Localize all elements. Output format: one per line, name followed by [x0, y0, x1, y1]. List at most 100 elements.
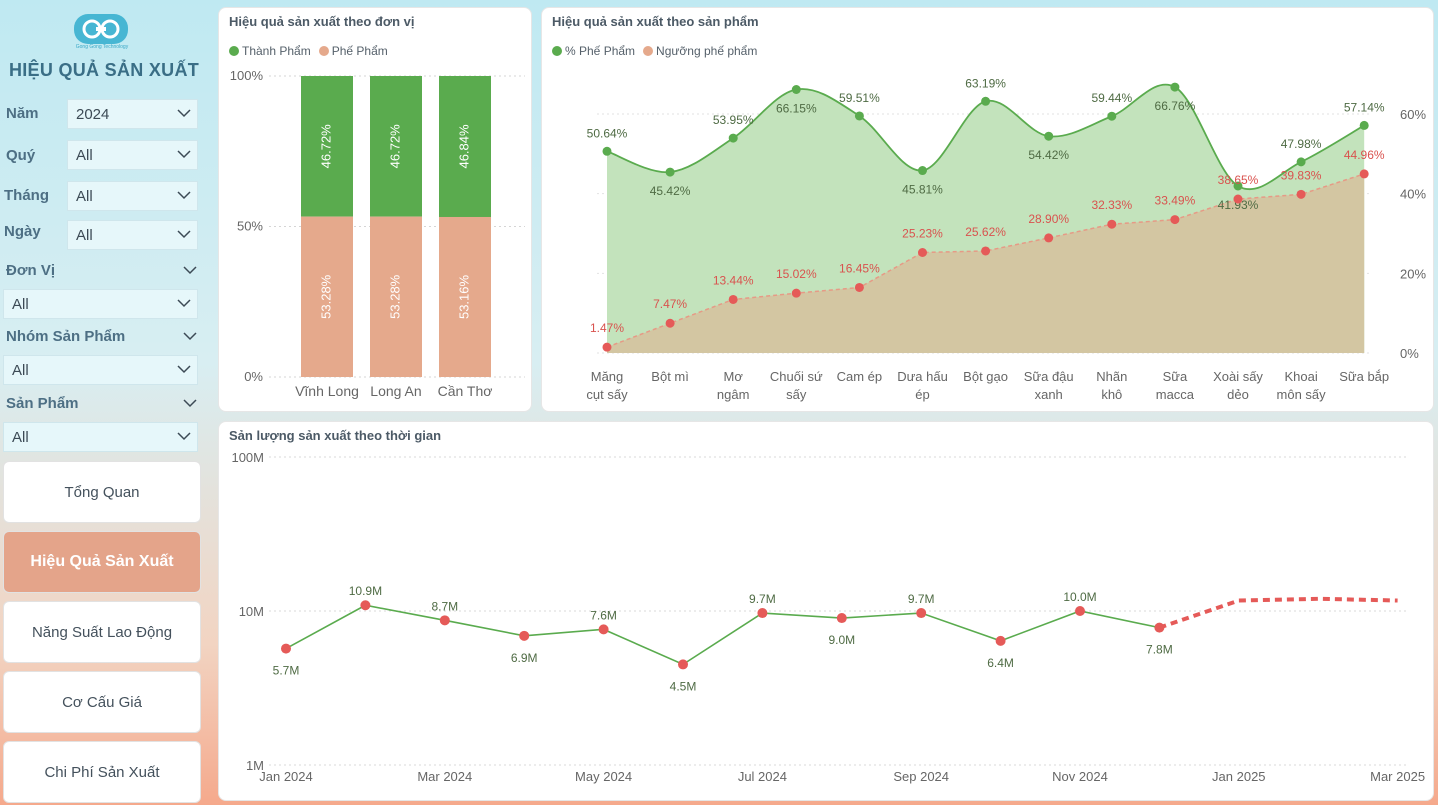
data-label: 38.65%: [1218, 173, 1259, 187]
defect-rate-point: [854, 111, 864, 121]
threshold-point: [1296, 189, 1306, 199]
product-area-chart: 60% 40% 20% 0% 50.64% 45.42% 53.95% 66.15% 59.51…: [586, 76, 1426, 402]
sidebar: Gong Gong Technology HIỆU QUẢ SẢN XUẤT N…: [0, 0, 208, 805]
data-label: 46.84%: [456, 124, 471, 169]
defect-rate-point: [918, 166, 927, 176]
data-label: 28.90%: [1028, 212, 1069, 226]
data-label: 13.44%: [713, 273, 754, 287]
x-tick-label: Sữa macca: [1156, 369, 1195, 402]
chart-title: Hiệu quả sản xuất theo sản phẩm: [552, 14, 759, 29]
data-label: 45.81%: [902, 183, 943, 197]
x-tick-label: Sữa đậu xanh: [1024, 369, 1074, 402]
logo-icon: [74, 14, 128, 44]
data-label: 45.42%: [650, 184, 691, 198]
x-tick-label: Cam ép: [837, 369, 883, 384]
y-tick-label: 40%: [1400, 187, 1426, 202]
data-label: 6.9M: [511, 651, 538, 665]
x-tick-label: Mar 2025: [1370, 769, 1425, 784]
data-label: 10.9M: [349, 584, 382, 598]
data-label: 9.0M: [828, 633, 855, 647]
filter-label-unit: Đơn Vị: [6, 262, 55, 279]
data-label: 39.83%: [1281, 168, 1322, 182]
threshold-point: [854, 282, 864, 292]
filter-month-value: All: [76, 188, 93, 205]
filter-label-day: Ngày: [4, 223, 41, 240]
legend-label: Phế Phẩm: [331, 44, 388, 58]
unit-stacked-bar-chart: 100% 50% 0% 46.72% 53.28% Vĩnh Long 46.72% 53.2…: [230, 68, 525, 399]
legend-item-finished: Thành Phẩm: [229, 44, 311, 58]
data-label: 53.95%: [713, 113, 754, 127]
data-label: 16.45%: [839, 261, 880, 275]
x-tick-label: Sep 2024: [893, 769, 949, 784]
filter-label-quarter: Quý: [6, 147, 36, 164]
data-label: 44.96%: [1344, 148, 1385, 162]
data-label: 59.44%: [1091, 91, 1132, 105]
data-label: 25.62%: [965, 225, 1006, 239]
legend-item-defect-rate: % Phế Phẩm: [552, 44, 635, 58]
chart-title: Sản lượng sản xuất theo thời gian: [229, 428, 442, 443]
bar-segment-finished: [301, 76, 353, 217]
filter-year-value: 2024: [76, 106, 110, 123]
output-point: [519, 630, 530, 641]
output-point: [439, 615, 450, 626]
data-label: 47.98%: [1281, 137, 1322, 151]
data-label: 4.5M: [670, 679, 697, 693]
output-point: [1075, 606, 1085, 616]
defect-rate-point: [1170, 82, 1180, 92]
forecast-line: [1158, 596, 1398, 630]
filter-day-value: All: [76, 227, 93, 244]
output-point: [1154, 622, 1165, 633]
data-label: 25.23%: [902, 227, 943, 241]
y-tick-label: 50%: [237, 219, 263, 234]
nav-production-cost-button[interactable]: Chi Phí Sản Xuất: [3, 741, 201, 803]
data-label: 63.19%: [965, 76, 1006, 90]
output-point: [995, 635, 1006, 646]
defect-rate-point: [1044, 131, 1054, 141]
chevron-down-icon[interactable]: [183, 396, 197, 410]
y-tick-label: 0%: [244, 369, 263, 384]
nav-production-efficiency-button[interactable]: Hiệu Quả Sản Xuất: [3, 531, 201, 593]
bar-segment-finished: [439, 76, 491, 217]
data-label: 54.42%: [1028, 148, 1069, 162]
filter-day-dropdown[interactable]: All: [67, 220, 198, 250]
filter-product-group-dropdown[interactable]: All: [3, 355, 198, 385]
chevron-down-icon[interactable]: [183, 263, 197, 277]
unit-efficiency-card: Hiệu quả sản xuất theo đơn vị Thành Phẩm…: [218, 7, 532, 412]
threshold-point: [602, 342, 612, 352]
filter-product-dropdown[interactable]: All: [3, 422, 198, 452]
defect-rate-point: [981, 96, 991, 106]
legend-label: Ngưỡng phế phẩm: [656, 44, 758, 58]
chevron-down-icon[interactable]: [183, 329, 197, 343]
output-point: [598, 624, 609, 635]
x-tick-label: Jul 2024: [738, 769, 787, 784]
data-label: 9.7M: [908, 592, 935, 606]
threshold-point: [1044, 233, 1054, 243]
legend-dot: [643, 46, 654, 56]
x-tick-label: Chuối sứ sấy: [770, 369, 823, 402]
threshold-point: [1233, 194, 1243, 204]
nav-price-structure-button[interactable]: Cơ Cấu Giá: [3, 671, 201, 733]
filter-month-dropdown[interactable]: All: [67, 181, 198, 211]
legend-dot: [552, 46, 562, 56]
legend-item-defect: Phế Phẩm: [318, 44, 388, 58]
filter-unit-dropdown[interactable]: All: [3, 289, 198, 319]
defect-rate-point: [1233, 181, 1243, 191]
filter-quarter-dropdown[interactable]: All: [67, 140, 198, 170]
threshold-point: [728, 294, 738, 304]
nav-labor-productivity-button[interactable]: Năng Suất Lao Động: [3, 601, 201, 663]
threshold-point: [1170, 215, 1180, 225]
chevron-down-icon: [177, 191, 191, 200]
x-tick-label: Jan 2024: [259, 769, 313, 784]
chart-legend: Thành Phẩm Phế Phẩm: [229, 44, 388, 58]
y-tick-label: 100M: [231, 450, 264, 465]
bar-segment-defect: [301, 216, 353, 377]
nav-overview-button[interactable]: Tổng Quan: [3, 461, 201, 523]
filter-year-dropdown[interactable]: 2024: [67, 99, 198, 129]
filter-quarter-value: All: [76, 147, 93, 164]
data-label: 46.72%: [318, 124, 333, 169]
defect-rate-point: [1359, 120, 1369, 130]
legend-item-threshold: Ngưỡng phế phẩm: [643, 44, 757, 58]
x-tick-label: Mar 2024: [417, 769, 472, 784]
x-tick-label: Nov 2024: [1052, 769, 1108, 784]
legend-dot: [318, 46, 329, 56]
